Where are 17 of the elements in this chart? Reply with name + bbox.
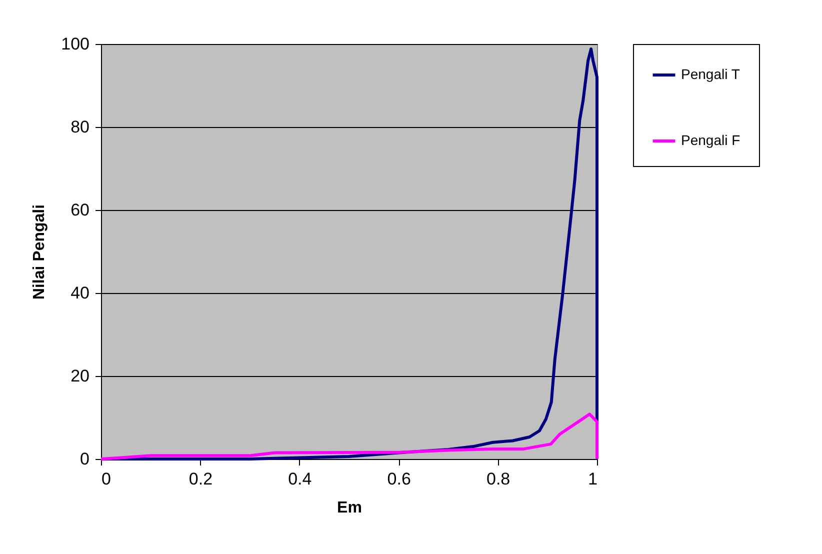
y-tick-label: 100	[61, 34, 90, 54]
x-tick-label: 0.2	[188, 470, 213, 488]
x-tick-label: 0.6	[387, 470, 411, 488]
y-tick-label: 40	[70, 284, 90, 302]
x-tick-label: 0.8	[486, 470, 510, 488]
x-tick-label: 0	[102, 470, 111, 488]
legend-label: Pengali F	[681, 132, 740, 148]
x-tick-label: 1	[588, 470, 598, 488]
y-tick-label: 80	[70, 118, 90, 136]
y-tick-label: 60	[70, 200, 90, 220]
y-tick-label: 0	[80, 450, 90, 468]
y-axis-title: Nilai Pengali	[31, 204, 48, 300]
x-tick-label: 0.4	[288, 470, 312, 488]
legend-label: Pengali T	[681, 66, 740, 82]
x-axis-title: Em	[337, 500, 362, 516]
line-series	[100, 412, 598, 460]
y-tick-label: 20	[70, 366, 90, 386]
